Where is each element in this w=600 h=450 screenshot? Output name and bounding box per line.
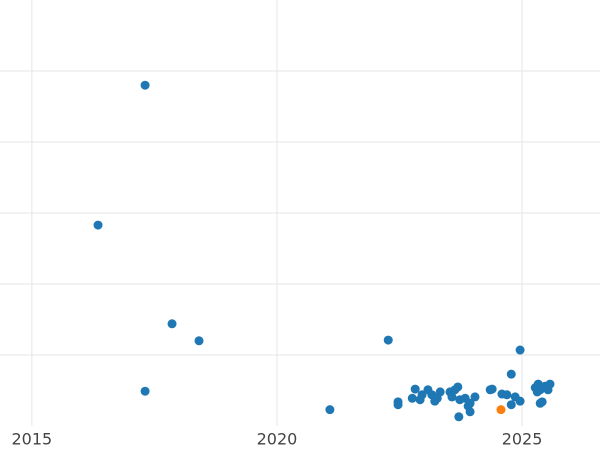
- point: [496, 405, 506, 415]
- point: [93, 220, 103, 230]
- point: [140, 80, 150, 90]
- point: [447, 392, 457, 402]
- x-tick-label: 2025: [502, 430, 543, 449]
- point: [535, 398, 545, 408]
- point: [194, 336, 204, 346]
- point: [487, 384, 497, 394]
- point: [465, 407, 475, 417]
- point: [453, 382, 463, 392]
- point: [407, 393, 417, 403]
- point: [140, 386, 150, 396]
- point: [515, 345, 525, 355]
- point: [410, 384, 420, 394]
- point: [325, 405, 335, 415]
- point: [515, 396, 525, 406]
- point: [454, 412, 464, 422]
- point: [432, 393, 442, 403]
- point: [545, 379, 555, 389]
- x-tick-label: 2015: [12, 430, 53, 449]
- point: [502, 390, 512, 400]
- point: [470, 392, 480, 402]
- point: [506, 369, 516, 379]
- point: [167, 319, 177, 329]
- point: [393, 400, 403, 410]
- point: [506, 400, 516, 410]
- x-tick-label: 2020: [257, 430, 298, 449]
- point: [532, 387, 542, 397]
- point: [383, 335, 393, 345]
- point: [417, 390, 427, 400]
